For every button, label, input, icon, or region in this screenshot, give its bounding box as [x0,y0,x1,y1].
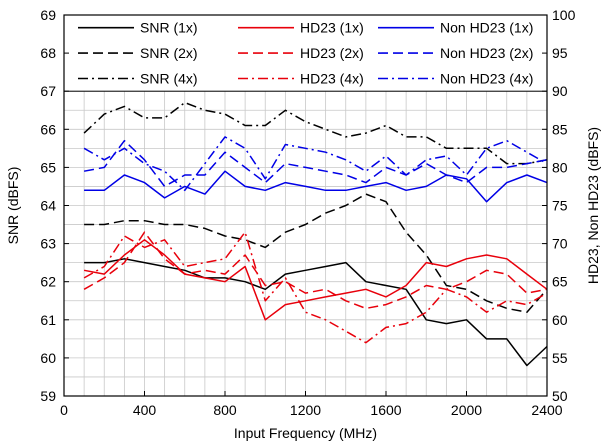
y-left-tick-label: 61 [40,312,56,328]
legend-label-4: HD23 (2x) [300,45,364,61]
series-line-6 [84,170,548,203]
series-line-8 [83,136,548,192]
series-line-3 [83,239,548,321]
y-left-tick-label: 65 [40,159,56,175]
series-line-7 [83,139,548,188]
legend-label-7: Non HD23 (2x) [440,45,533,61]
y-right-tick-label: 85 [552,121,568,137]
y-right-tick-label: 80 [552,159,568,175]
x-tick-label: 1600 [370,402,401,418]
x-tick-label: 2400 [531,402,562,418]
y-right-tick-label: 90 [552,83,568,99]
x-axis-label: Input Frequency (MHz) [234,425,377,441]
y-right-tick-label: 70 [552,236,568,252]
y-left-tick-label: 66 [40,121,56,137]
series-line-2 [83,101,548,165]
legend-label-3: HD23 (1x) [300,20,364,36]
x-tick-label: 1200 [290,402,321,418]
y-left-tick-label: 64 [40,198,56,214]
legend-label-0: SNR (1x) [140,20,198,36]
y-left-tick-label: 60 [40,350,56,366]
x-tick-label: 2000 [451,402,482,418]
y-left-tick-label: 67 [40,83,56,99]
x-tick-label: 0 [60,402,68,418]
y-left-tick-label: 63 [40,236,56,252]
y-axis-left-label: SNR (dBFS) [5,167,21,245]
legend: SNR (1x) SNR (2x) SNR (4x) HD23 (1x) HD23 (2… [63,14,548,92]
legend-label-2: SNR (4x) [140,71,198,87]
legend-label-1: SNR (2x) [140,45,198,61]
y-left-tick-label: 59 [40,388,56,404]
x-tick-label: 400 [133,402,157,418]
legend-label-8: Non HD23 (4x) [440,71,533,87]
y-right-tick-label: 55 [552,350,568,366]
ticks: 0 400 800 1200 1600 2000 2400 59 60 61 62 63 64 65 66 6… [40,7,575,418]
y-right-tick-label: 75 [552,198,568,214]
legend-label-6: Non HD23 (1x) [440,20,533,36]
y-right-tick-label: 95 [552,45,568,61]
series-line-0 [84,258,548,367]
y-left-tick-label: 62 [40,274,56,290]
y-right-tick-label: 60 [552,312,568,328]
y-right-tick-label: 50 [552,388,568,404]
legend-label-5: HD23 (4x) [300,71,364,87]
y-left-tick-label: 68 [40,45,56,61]
series-line-1 [84,193,548,313]
series-layer [83,101,548,367]
y-right-tick-label: 65 [552,274,568,290]
y-right-tick-label: 100 [552,7,576,23]
y-axis-right-label: HD23, Non HD23 (dBFS) [585,127,601,284]
series-line-5 [83,231,548,344]
y-left-tick-label: 69 [40,7,56,23]
series-line-4 [83,231,548,310]
x-tick-label: 800 [213,402,237,418]
